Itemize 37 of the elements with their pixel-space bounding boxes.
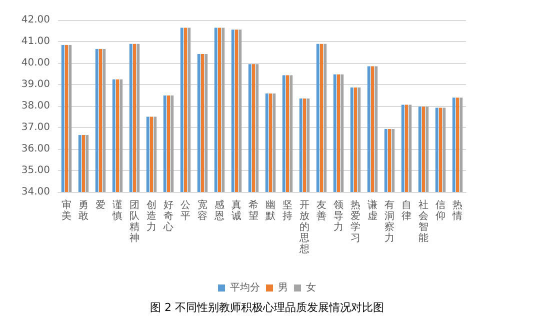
- x-tick-label: 坚持: [282, 199, 292, 222]
- x-tick-label: 公平: [180, 199, 190, 222]
- legend-label: 女: [306, 282, 316, 294]
- x-tick-label: 社会智能: [418, 199, 428, 244]
- x-tick-label: 勇敢: [78, 200, 88, 222]
- x-tick-label: 谦虚: [368, 199, 378, 222]
- x-tick-label: 感恩: [214, 199, 224, 222]
- y-tick-label: 42.00: [21, 14, 50, 26]
- x-tick-label: 宽容: [198, 199, 208, 222]
- y-tick-label: 38.00: [21, 100, 50, 112]
- x-tick-label: 爱: [96, 199, 106, 211]
- x-tick-label: 创造力: [146, 199, 156, 233]
- x-tick-label: 谨慎: [112, 199, 122, 222]
- x-tick-label: 信仰: [436, 199, 446, 222]
- x-tick-label: 团队精神: [130, 200, 140, 244]
- x-tick-label: 领导力: [334, 199, 344, 233]
- x-tick-label: 好奇心: [162, 200, 174, 233]
- x-tick-label: 希望: [248, 199, 258, 222]
- y-tick-label: 37.00: [21, 122, 50, 133]
- y-tick-label: 35.00: [21, 165, 50, 176]
- y-tick-label: 40.00: [21, 58, 50, 68]
- text: 图 2 不同性别教师积极心理品质发展情况对比图: [150, 301, 384, 314]
- y-tick-label: 41.00: [21, 36, 50, 47]
- x-tick-label: 友善: [316, 200, 326, 222]
- y-tick-label: 34.00: [21, 186, 50, 198]
- y-tick-label: 39.00: [21, 79, 50, 90]
- x-tick-label: 审美: [62, 199, 72, 222]
- x-tick-label: 开放的思想: [298, 200, 310, 255]
- legend-label: 男: [278, 282, 288, 294]
- x-tick-label: 热爱学习: [350, 200, 360, 244]
- x-tick-label: 幽默: [264, 199, 276, 222]
- x-tick-label: 自律: [402, 199, 412, 222]
- x-tick-label: 有洞察力: [384, 199, 394, 244]
- y-tick-label: 36.00: [21, 144, 50, 154]
- x-tick-label: 热情: [452, 200, 462, 222]
- legend-label: 平均分: [230, 282, 260, 294]
- x-tick-label: 真诚: [232, 199, 242, 222]
